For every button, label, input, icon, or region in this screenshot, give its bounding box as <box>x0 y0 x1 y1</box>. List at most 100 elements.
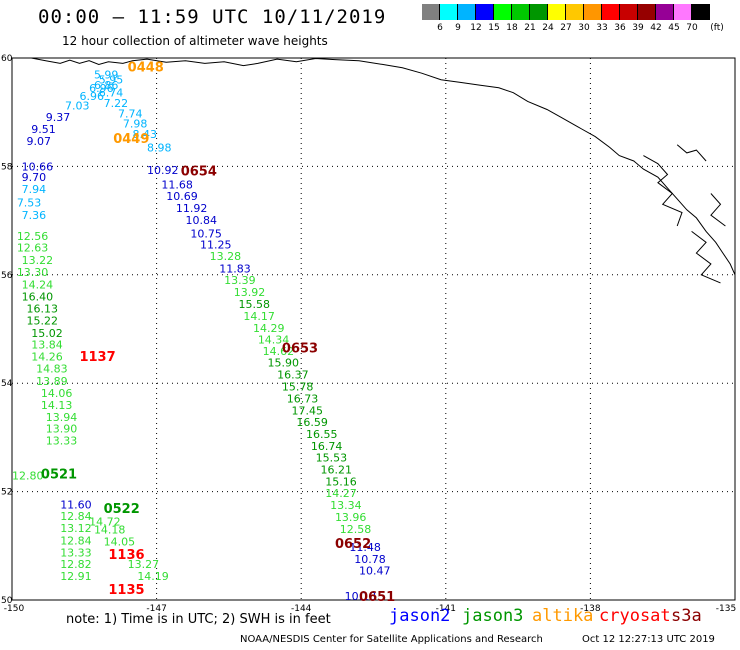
color-swatch <box>548 4 566 20</box>
wave-height-value: 14.17 <box>243 310 274 323</box>
wave-height-value: 14.34 <box>258 333 290 346</box>
wave-height-value: 11.60 <box>60 499 91 512</box>
wave-height-value: 11.48 <box>349 541 381 554</box>
wave-height-value: 7.98 <box>123 118 148 131</box>
lon-tick-label: -147 <box>146 604 166 614</box>
map-frame <box>11 57 736 601</box>
map-subtitle: 12 hour collection of altimeter wave hei… <box>62 34 328 48</box>
island-outline <box>710 193 726 227</box>
coastline <box>31 57 736 284</box>
pass-time-label: 1136 <box>108 548 144 563</box>
wave-height-value: 5.95 <box>99 74 124 87</box>
color-swatch <box>692 4 710 20</box>
wave-height-value: 7.36 <box>22 209 47 222</box>
lat-tick-label: 50 <box>1 596 13 606</box>
wave-height-value: 13.92 <box>234 286 266 299</box>
wave-height-value: 14.29 <box>253 322 285 335</box>
satellite-jason2: jason2 <box>389 606 451 626</box>
wave-height-value: 14.62 <box>263 345 295 358</box>
lon-tick-label: -135 <box>716 604 736 614</box>
wave-height-value: 14.83 <box>36 363 68 376</box>
wave-height-value: 10.18 <box>345 590 377 603</box>
wave-height-value: 9.07 <box>26 135 51 148</box>
satellite-s3a: s3a <box>671 606 702 626</box>
wave-height-value: 13.34 <box>330 499 362 512</box>
wave-height-value: 14.19 <box>137 570 169 583</box>
wave-height-value: 6.74 <box>99 87 124 100</box>
color-scale-label: 36 <box>614 23 626 33</box>
wave-height-value: 10.84 <box>186 214 218 227</box>
lat-tick-label: 52 <box>1 488 12 498</box>
wave-height-value: 15.22 <box>26 314 58 327</box>
color-scale-label: 27 <box>560 23 572 33</box>
wave-height-value: 10.47 <box>359 565 391 578</box>
color-swatch <box>638 4 656 20</box>
pass-time-label: 0449 <box>113 132 149 147</box>
wave-height-value: 6.86 <box>94 79 119 92</box>
wave-height-value: 14.26 <box>31 351 62 364</box>
wave-height-value: 13.27 <box>128 558 159 571</box>
lon-tick-label: -150 <box>4 604 25 614</box>
color-scale-label: 18 <box>506 23 518 33</box>
wave-height-value: 9.37 <box>46 111 71 124</box>
color-scale-label: 24 <box>542 23 554 33</box>
wave-height-value: 14.05 <box>104 535 136 548</box>
lon-tick-label: -141 <box>436 604 456 614</box>
color-swatch <box>512 4 530 20</box>
island-outline <box>643 155 683 227</box>
lon-tick-label: -138 <box>580 604 601 614</box>
wave-height-value: 9.70 <box>22 171 47 184</box>
wave-height-value: 10.92 <box>147 164 179 177</box>
wave-height-value: 12.84 <box>60 510 91 523</box>
wave-height-value: 16.59 <box>296 416 328 429</box>
pass-time-label: 0522 <box>104 502 140 517</box>
wave-height-value: 15.02 <box>31 327 62 340</box>
wave-height-value: 10.75 <box>190 228 222 241</box>
wave-height-value: 16.74 <box>311 440 343 453</box>
color-swatch <box>530 4 548 20</box>
wave-height-value: 12.80 <box>12 469 44 482</box>
color-swatch <box>584 4 602 20</box>
wave-height-value: 5.99 <box>94 68 119 81</box>
wave-height-value: 12.82 <box>60 558 91 571</box>
pass-time-label: 0652 <box>335 537 371 552</box>
color-swatch <box>440 4 458 20</box>
wave-height-value: 14.06 <box>41 387 73 400</box>
observations-layer: 5.995.956.866.966.746.967.227.037.749.37… <box>12 68 391 603</box>
wave-height-value: 15.58 <box>239 298 270 311</box>
pass-time-label: 0651 <box>359 590 395 605</box>
wave-height-value: 8.43 <box>133 128 158 141</box>
wave-height-value: 11.92 <box>176 202 208 215</box>
color-scale-unit: (ft) <box>710 23 724 33</box>
color-scale-label: 42 <box>650 23 662 33</box>
wave-height-value: 13.94 <box>46 411 78 424</box>
wave-height-value: 13.84 <box>31 339 62 352</box>
color-swatch <box>566 4 584 20</box>
lat-tick-label: 56 <box>1 271 13 281</box>
axis-labels: -150 -147 -144 -141 -138 -135 60 58 56 54 52 50 <box>1 54 736 614</box>
wave-height-value: 14.27 <box>325 487 357 500</box>
color-swatch <box>602 4 620 20</box>
wave-height-value: 16.55 <box>306 428 338 441</box>
pass-labels-layer: 0448 0449 0654 0653 0652 0651 1137 1136 1135 0521… <box>41 61 395 606</box>
color-scale-label: 6 <box>437 23 443 33</box>
color-swatch <box>494 4 512 20</box>
wave-height-value: 10.69 <box>166 190 198 203</box>
color-swatch <box>674 4 692 20</box>
wave-height-value: 17.45 <box>292 404 324 417</box>
wave-height-value: 13.90 <box>46 423 78 436</box>
lat-tick-label: 58 <box>1 162 13 172</box>
wave-height-value: 13.33 <box>60 546 91 559</box>
wave-height-value: 15.78 <box>282 380 314 393</box>
footer-note: note: 1) Time is in UTC; 2) SWH is in fe… <box>66 612 331 627</box>
wave-height-value: 14.24 <box>22 279 54 292</box>
lat-tick-label: 60 <box>1 54 13 64</box>
color-swatch <box>458 4 476 20</box>
wave-height-value: 14.72 <box>89 515 121 528</box>
wave-height-value: 7.22 <box>104 97 129 110</box>
wave-height-value: 7.03 <box>65 100 90 113</box>
color-scale-label: 39 <box>632 23 644 33</box>
island-outline <box>691 231 721 284</box>
wave-height-value: 12.56 <box>17 230 49 243</box>
island-outline <box>676 144 707 162</box>
